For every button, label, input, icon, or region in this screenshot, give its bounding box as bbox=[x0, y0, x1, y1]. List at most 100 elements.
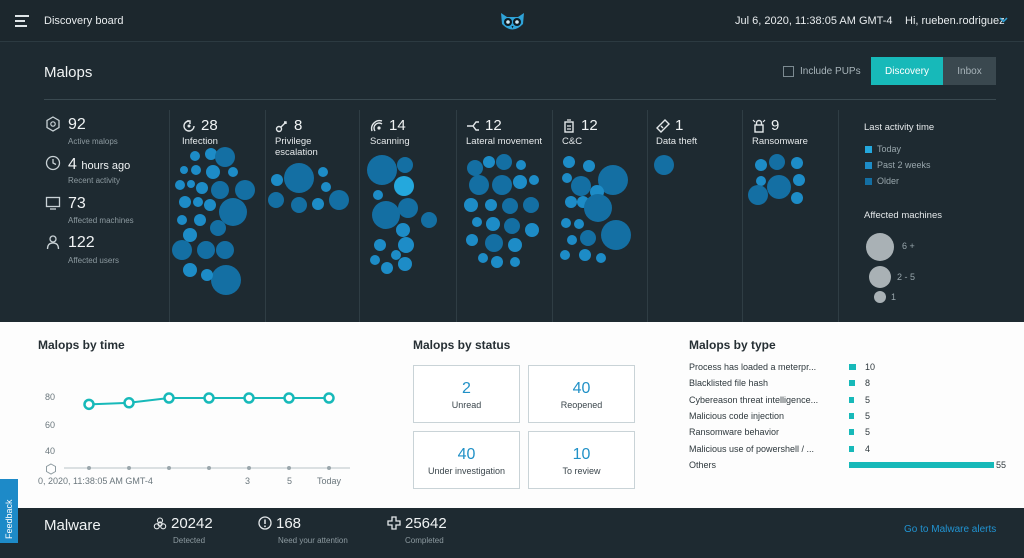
data-point[interactable] bbox=[163, 392, 175, 404]
type-bar[interactable] bbox=[849, 396, 855, 403]
type-label[interactable]: Malicious code injection bbox=[689, 410, 785, 421]
malop-bubble[interactable] bbox=[793, 174, 805, 186]
malop-bubble[interactable] bbox=[268, 192, 284, 208]
malop-bubble[interactable] bbox=[228, 167, 238, 177]
malop-bubble[interactable] bbox=[464, 198, 478, 212]
malop-bubble[interactable] bbox=[190, 151, 200, 161]
type-bar[interactable] bbox=[849, 364, 856, 370]
data-point[interactable] bbox=[203, 392, 215, 404]
malop-bubble[interactable] bbox=[398, 237, 414, 253]
malop-bubble[interactable] bbox=[318, 167, 328, 177]
data-point[interactable] bbox=[243, 392, 255, 404]
type-bar[interactable] bbox=[849, 380, 856, 387]
malop-bubble[interactable] bbox=[485, 199, 497, 211]
malop-bubble[interactable] bbox=[769, 154, 785, 170]
cnc-bubbles[interactable] bbox=[553, 150, 647, 320]
menu-icon[interactable] bbox=[15, 15, 29, 27]
malop-bubble[interactable] bbox=[196, 182, 208, 194]
malop-bubble[interactable] bbox=[216, 241, 234, 259]
type-label[interactable]: Process has loaded a meterpr... bbox=[689, 362, 817, 372]
malop-bubble[interactable] bbox=[215, 147, 235, 167]
malop-bubble[interactable] bbox=[191, 165, 201, 175]
lateral-movement-bubbles[interactable] bbox=[457, 150, 552, 320]
malop-bubble[interactable] bbox=[565, 196, 577, 208]
feedback-tab[interactable]: Feedback bbox=[0, 479, 18, 543]
malop-bubble[interactable] bbox=[177, 215, 187, 225]
malop-bubble[interactable] bbox=[567, 235, 577, 245]
malop-bubble[interactable] bbox=[529, 175, 539, 185]
status-card-unread[interactable]: 2 Unread bbox=[413, 365, 520, 423]
malop-bubble[interactable] bbox=[370, 255, 380, 265]
data-point[interactable] bbox=[323, 392, 335, 404]
malop-bubble[interactable] bbox=[205, 148, 217, 160]
malop-bubble[interactable] bbox=[211, 181, 229, 199]
malop-bubble[interactable] bbox=[563, 156, 575, 168]
data-theft-bubbles[interactable] bbox=[648, 150, 742, 320]
malop-bubble[interactable] bbox=[579, 249, 591, 261]
malop-bubble[interactable] bbox=[329, 190, 349, 210]
malops-by-type-chart[interactable]: Process has loaded a meterpr... 10 Blackli… bbox=[689, 362, 1019, 478]
malop-bubble[interactable] bbox=[508, 238, 522, 252]
malop-bubble[interactable] bbox=[175, 180, 185, 190]
malop-bubble[interactable] bbox=[596, 253, 606, 263]
chevron-down-icon[interactable] bbox=[999, 17, 1008, 23]
malop-bubble[interactable] bbox=[180, 166, 188, 174]
type-bar[interactable] bbox=[849, 412, 855, 419]
malop-bubble[interactable] bbox=[381, 262, 393, 274]
malop-bubble[interactable] bbox=[756, 176, 766, 186]
malop-bubble[interactable] bbox=[478, 253, 488, 263]
malop-bubble[interactable] bbox=[211, 265, 241, 295]
type-label[interactable]: Others bbox=[689, 459, 717, 470]
scanning-bubbles[interactable] bbox=[360, 150, 456, 320]
malop-bubble[interactable] bbox=[367, 155, 397, 185]
malop-bubble[interactable] bbox=[516, 160, 526, 170]
malops-by-time-chart[interactable]: 80 60 40 0, 2020, 11:38:05 AM GMT-4 3 4 … bbox=[38, 360, 358, 490]
data-point[interactable] bbox=[83, 398, 95, 411]
malop-bubble[interactable] bbox=[523, 197, 539, 213]
malop-bubble[interactable] bbox=[504, 218, 520, 234]
malop-bubble[interactable] bbox=[312, 198, 324, 210]
line-series[interactable] bbox=[83, 392, 335, 470]
malop-bubble[interactable] bbox=[394, 176, 414, 196]
malop-bubble[interactable] bbox=[472, 217, 482, 227]
malop-bubble[interactable] bbox=[172, 240, 192, 260]
malop-bubble[interactable] bbox=[486, 217, 500, 231]
type-bar[interactable] bbox=[849, 445, 855, 452]
type-bar[interactable] bbox=[849, 461, 994, 468]
malop-bubble[interactable] bbox=[466, 234, 478, 246]
tab-discovery[interactable]: Discovery bbox=[871, 57, 943, 85]
go-to-malware-alerts-link[interactable]: Go to Malware alerts bbox=[904, 524, 997, 535]
malop-bubble[interactable] bbox=[219, 198, 247, 226]
user-greeting[interactable]: Hi, rueben.rodriguez bbox=[905, 15, 1005, 27]
type-bar[interactable] bbox=[849, 429, 855, 436]
malop-bubble[interactable] bbox=[396, 223, 410, 237]
malop-bubble[interactable] bbox=[398, 257, 412, 271]
malop-bubble[interactable] bbox=[197, 241, 215, 259]
malop-bubble[interactable] bbox=[373, 190, 383, 200]
privilege-escalation-bubbles[interactable] bbox=[266, 150, 359, 320]
malop-bubble[interactable] bbox=[574, 219, 584, 229]
malop-bubble[interactable] bbox=[291, 197, 307, 213]
malop-bubble[interactable] bbox=[391, 250, 401, 260]
malop-bubble[interactable] bbox=[183, 228, 197, 242]
malop-bubble[interactable] bbox=[372, 201, 400, 229]
malop-bubble[interactable] bbox=[397, 157, 413, 173]
malop-bubble[interactable] bbox=[654, 155, 674, 175]
malop-bubble[interactable] bbox=[510, 257, 520, 267]
malop-bubble[interactable] bbox=[601, 220, 631, 250]
malop-bubble[interactable] bbox=[204, 199, 216, 211]
malop-bubble[interactable] bbox=[791, 157, 803, 169]
malop-bubble[interactable] bbox=[271, 174, 283, 186]
malop-bubble[interactable] bbox=[210, 220, 226, 236]
malop-bubble[interactable] bbox=[469, 175, 489, 195]
malop-bubble[interactable] bbox=[755, 159, 767, 171]
malop-bubble[interactable] bbox=[748, 185, 768, 205]
malop-bubble[interactable] bbox=[791, 192, 803, 204]
malop-bubble[interactable] bbox=[584, 194, 612, 222]
malop-bubble[interactable] bbox=[201, 269, 213, 281]
status-card-to-review[interactable]: 10 To review bbox=[528, 431, 635, 489]
malop-bubble[interactable] bbox=[374, 239, 386, 251]
malop-bubble[interactable] bbox=[583, 160, 595, 172]
type-label[interactable]: Cybereason threat intelligence... bbox=[689, 394, 819, 405]
malop-bubble[interactable] bbox=[560, 250, 570, 260]
